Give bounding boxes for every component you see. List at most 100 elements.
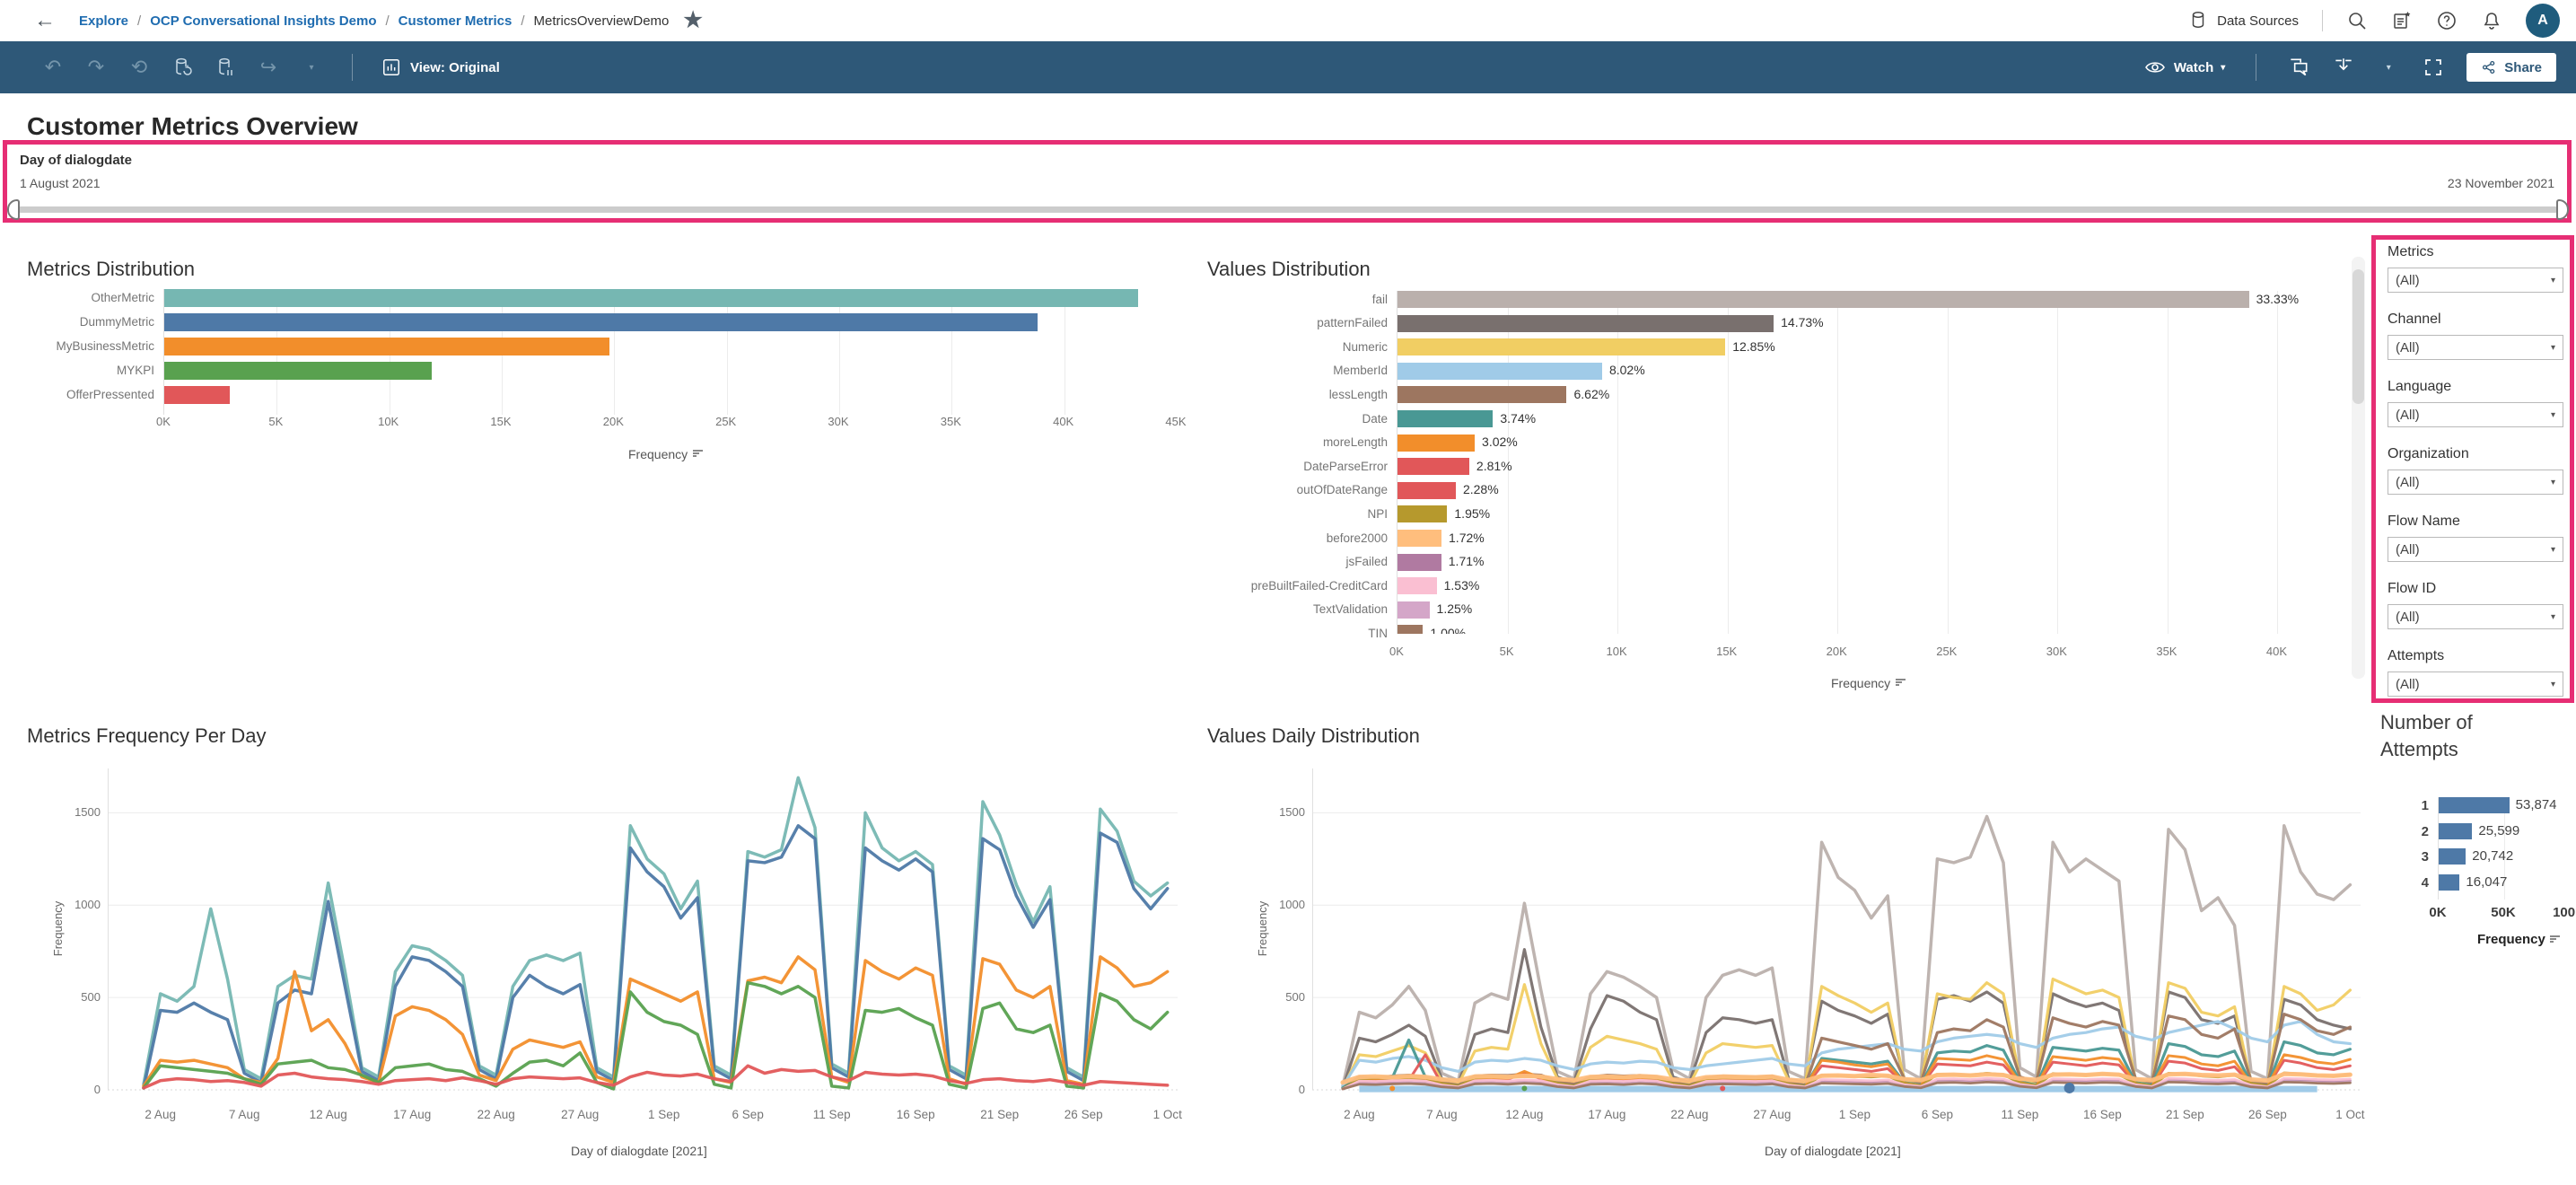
line-TIN[interactable] (1341, 1080, 2352, 1091)
x-axis-tick-label: 27 Aug (1753, 1108, 1791, 1121)
x-axis-tick-label: 2 Aug (1344, 1108, 1375, 1121)
revert-icon[interactable]: ⟲ (130, 56, 148, 78)
line-preBuiltFailed-CreditCard[interactable] (1341, 1076, 2352, 1091)
filter-dropdown-metrics[interactable]: (All) ▾ (2388, 268, 2563, 293)
bar-OtherMetric[interactable] (164, 289, 1139, 307)
bar-3[interactable] (2439, 848, 2466, 865)
filter-dropdown-language[interactable]: (All) ▾ (2388, 402, 2563, 427)
line-MemberId[interactable] (1341, 1020, 2353, 1088)
line-OfferPressented[interactable] (142, 1064, 1170, 1090)
bar-category-label: fail (1371, 292, 1388, 306)
bar-category-label: TIN (1368, 626, 1388, 640)
bar-DummyMetric[interactable] (164, 313, 1038, 331)
bar-percent-label: 1.72% (1449, 530, 1485, 545)
fullscreen-icon[interactable] (2422, 56, 2445, 79)
breadcrumb-project[interactable]: OCP Conversational Insights Demo (150, 13, 377, 29)
bar-1[interactable] (2439, 797, 2510, 813)
download-caret-icon[interactable]: ▾ (2386, 62, 2391, 73)
favorite-star-icon[interactable]: ★ (683, 8, 703, 32)
values-distribution-scrollbar-track[interactable] (2352, 257, 2365, 679)
view-original-button[interactable]: View: Original (381, 57, 500, 77)
line-DummyMetric[interactable] (142, 824, 1170, 1090)
watch-button[interactable]: Watch ▾ (2143, 56, 2225, 79)
y-axis-tick-label: 1500 (1279, 805, 1305, 820)
line-before2000[interactable] (1340, 1071, 2353, 1085)
line-MYKPI[interactable] (142, 980, 1170, 1091)
bar-category-label: Numeric (1342, 339, 1388, 354)
data-sources-label: Data Sources (2217, 13, 2299, 29)
help-icon[interactable] (2436, 10, 2458, 31)
breadcrumb-explore[interactable]: Explore (79, 13, 129, 29)
line-MyBusinessMetric[interactable] (142, 955, 1170, 1088)
bar-2[interactable] (2439, 822, 2473, 839)
comments-icon[interactable] (2287, 56, 2310, 79)
bar-4[interactable] (2439, 873, 2460, 891)
filter-label: Flow Name (2388, 514, 2460, 529)
line-Numeric[interactable] (1341, 977, 2353, 1090)
share-button[interactable]: Share (2466, 53, 2556, 82)
bar-fail[interactable] (1398, 291, 2249, 308)
chevron-down-icon: ▾ (2550, 611, 2555, 622)
download-icon[interactable] (2332, 56, 2355, 79)
sort-icon[interactable] (2549, 935, 2563, 945)
undo-icon[interactable]: ↶ (44, 56, 62, 78)
bar-outOfDateRange[interactable] (1398, 481, 1456, 499)
date-slider-handle-start[interactable] (7, 199, 20, 220)
watch-caret-icon: ▾ (2221, 62, 2226, 73)
bar-DateParseError[interactable] (1398, 458, 1469, 476)
x-axis-tick-label: 35K (2156, 645, 2177, 658)
data-sources-button[interactable]: Data Sources (2188, 10, 2299, 31)
bar-MyBusinessMetric[interactable] (164, 338, 610, 356)
refresh-data-icon[interactable] (171, 56, 194, 79)
filter-dropdown-flow-name[interactable]: (All) ▾ (2388, 537, 2563, 562)
whats-new-icon[interactable] (2391, 10, 2413, 31)
pause-data-icon[interactable] (214, 56, 237, 79)
line-fail[interactable] (1341, 814, 2353, 1088)
filter-dropdown-organization[interactable]: (All) ▾ (2388, 470, 2563, 495)
bar-patternFailed[interactable] (1398, 314, 1774, 332)
scatter-mark[interactable] (1389, 1085, 1396, 1092)
x-axis-tick-label: 30K (828, 415, 849, 428)
filter-dropdown-attempts[interactable]: (All) ▾ (2388, 672, 2563, 697)
bar-Numeric[interactable] (1398, 338, 1726, 356)
scatter-mark[interactable] (1720, 1085, 1726, 1092)
bar-MYKPI[interactable] (164, 362, 433, 380)
search-icon[interactable] (2346, 10, 2368, 31)
breadcrumb-workbook[interactable]: Customer Metrics (398, 13, 513, 29)
bar-TIN[interactable] (1398, 625, 1424, 634)
redo-icon[interactable]: ↷ (87, 56, 105, 78)
bar-before2000[interactable] (1398, 530, 1442, 547)
bar-NPI[interactable] (1398, 505, 1448, 523)
scatter-mark[interactable] (2063, 1082, 2075, 1093)
top-navigation-bar: ← Explore / OCP Conversational Insights … (0, 0, 2576, 41)
bar-lessLength[interactable] (1398, 386, 1567, 404)
bar-percent-label: 1.25% (1436, 601, 1473, 617)
sort-icon[interactable] (693, 449, 705, 460)
date-slider-handle-end[interactable] (2556, 199, 2569, 220)
bar-preBuiltFailed-CreditCard[interactable] (1398, 577, 1437, 595)
filter-dropdown-flow-id[interactable]: (All) ▾ (2388, 604, 2563, 629)
forward-icon[interactable]: ↪ (259, 56, 277, 78)
back-button[interactable]: ← (34, 8, 56, 32)
bar-moreLength[interactable] (1398, 434, 1476, 452)
date-slider-track[interactable] (16, 206, 2558, 213)
bar-category-label: 4 (2421, 874, 2429, 891)
bar-OfferPressented[interactable] (164, 386, 230, 404)
filter-dropdown-channel[interactable]: (All) ▾ (2388, 335, 2563, 360)
values-distribution-scrollbar-thumb[interactable] (2353, 269, 2364, 404)
scatter-mark[interactable] (1521, 1085, 1528, 1092)
x-axis-tick-label: 11 Sep (2002, 1108, 2039, 1121)
x-axis-tick-label: 22 Aug (478, 1108, 515, 1121)
bar-MemberId[interactable] (1398, 362, 1602, 380)
line-patternFailed[interactable] (1341, 948, 2353, 1090)
filter-label: Language (2388, 379, 2452, 394)
bar-TextValidation[interactable] (1398, 601, 1430, 619)
forward-dropdown-caret-icon[interactable]: ▾ (309, 62, 314, 73)
sort-icon[interactable] (1896, 678, 1908, 689)
line-OtherMetric[interactable] (142, 776, 1170, 1086)
bar-Date[interactable] (1398, 410, 1494, 427)
notifications-bell-icon[interactable] (2481, 10, 2502, 31)
bar-jsFailed[interactable] (1398, 553, 1441, 571)
user-avatar[interactable]: A (2526, 4, 2560, 38)
y-axis-tick-label: 1000 (1279, 898, 1305, 912)
